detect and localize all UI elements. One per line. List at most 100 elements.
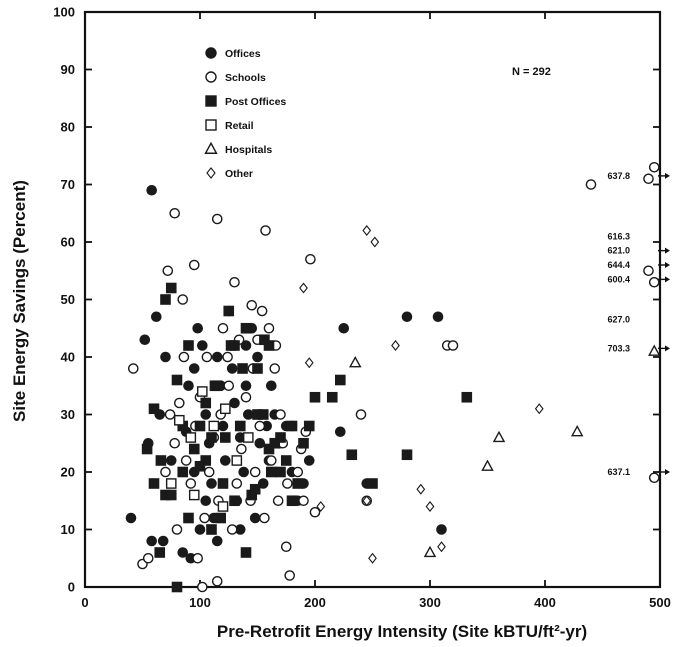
data-point-post-offices [229, 495, 240, 507]
data-point-schools [355, 409, 367, 420]
y-tick-label: 20 [61, 465, 75, 480]
legend-marker-hospitals [204, 141, 218, 154]
data-point-hospitals [570, 425, 584, 437]
data-point-offices [229, 397, 240, 409]
y-tick-label: 0 [68, 580, 75, 595]
data-point-offices [177, 547, 189, 558]
data-point-retail [242, 432, 254, 443]
data-point-schools [223, 380, 235, 392]
data-point-post-offices [266, 466, 277, 478]
data-point-post-offices [234, 420, 246, 432]
legend: Offices Schools Post Offices Retail Hospital… [204, 47, 286, 180]
data-point-post-offices [326, 391, 338, 403]
data-point-offices [146, 535, 157, 547]
data-point-other [362, 225, 372, 236]
data-point-post-offices [259, 334, 270, 346]
data-point-post-offices [223, 305, 235, 317]
data-point-other [391, 340, 400, 351]
data-point-other [425, 501, 435, 512]
data-point-schools [177, 294, 189, 305]
data-point-retail [185, 432, 197, 443]
data-point-post-offices [215, 512, 227, 524]
y-tick-label: 10 [61, 522, 75, 537]
data-point-post-offices [155, 455, 167, 466]
data-point-offices [240, 340, 252, 351]
data-point-retail [188, 489, 200, 501]
off-scale-value-label: 627.0 [607, 315, 630, 325]
data-point-post-offices [194, 460, 206, 472]
y-axis: 0 10 20 30 40 50 60 70 80 90 100 [53, 5, 660, 595]
data-point-hospitals [648, 344, 661, 356]
y-tick-label: 60 [61, 235, 75, 250]
x-tick-label: 100 [189, 595, 211, 610]
data-point-schools [246, 299, 258, 311]
legend-marker-post-offices [205, 95, 217, 107]
data-point-post-offices [209, 380, 221, 392]
data-point-post-offices [165, 489, 177, 501]
off-scale-value-label: 616.3 [607, 231, 630, 241]
x-tick-label: 200 [304, 595, 326, 610]
data-point-schools [226, 524, 238, 535]
data-point-offices [401, 311, 413, 323]
data-point-schools [284, 570, 296, 581]
off-scale-value-label: 703.3 [607, 343, 630, 353]
off-scale-arrowhead [665, 247, 670, 254]
data-point-offices [206, 478, 217, 489]
x-tick-label: 300 [419, 595, 441, 610]
data-point-offices [257, 478, 269, 489]
data-point-post-offices [252, 363, 263, 374]
data-point-schools [199, 512, 210, 524]
data-point-schools [217, 322, 229, 334]
data-point-post-offices [237, 363, 248, 374]
data-point-offices [196, 340, 208, 351]
data-point-offices [254, 437, 266, 449]
data-point-post-offices [219, 432, 231, 443]
data-point-hospitals [349, 356, 362, 368]
x-axis-title: Pre-Retrofit Energy Intensity (Site kBTU… [217, 622, 587, 641]
data-point-schools [648, 161, 660, 173]
data-point-post-offices [309, 391, 321, 403]
data-point-offices [334, 426, 346, 438]
data-point-other [416, 483, 426, 495]
data-point-post-offices [461, 391, 473, 403]
data-point-schools [648, 276, 660, 288]
off-scale-value-label: 600.4 [607, 274, 630, 284]
data-point-schools [222, 351, 233, 363]
data-point-post-offices [286, 495, 298, 507]
data-point-retail [219, 403, 231, 415]
data-point-schools [185, 478, 197, 489]
y-tick-label: 50 [61, 292, 75, 307]
y-tick-label: 40 [61, 350, 75, 365]
data-point-retail [173, 414, 185, 426]
data-point-post-offices [275, 466, 286, 478]
data-point-post-offices [141, 443, 153, 455]
y-tick-label: 90 [61, 62, 75, 77]
data-point-offices [303, 455, 315, 466]
data-point-offices [211, 535, 223, 547]
data-point-schools [643, 265, 654, 277]
data-point-hospitals [481, 459, 494, 471]
data-point-schools [162, 265, 174, 277]
data-point-offices [160, 351, 171, 363]
data-point-schools [201, 351, 213, 363]
data-point-other [299, 282, 308, 294]
data-point-retail [231, 455, 243, 466]
data-point-schools [203, 466, 215, 478]
legend-label: Offices [225, 48, 261, 60]
data-point-offices [146, 184, 157, 196]
data-point-schools [648, 472, 660, 484]
data-point-other [437, 541, 446, 553]
data-point-schools [282, 478, 293, 489]
data-point-other [316, 501, 326, 512]
data-point-offices [125, 512, 137, 524]
off-scale-arrowhead [665, 276, 670, 283]
data-point-post-offices [335, 374, 346, 386]
data-point-offices [139, 334, 151, 346]
series-post-offices [141, 282, 473, 593]
data-point-post-offices [154, 547, 166, 558]
x-tick-label: 500 [649, 595, 671, 610]
data-point-schools [585, 179, 597, 190]
data-point-other [368, 552, 377, 564]
series-retail [165, 386, 254, 512]
data-point-schools [298, 495, 309, 507]
